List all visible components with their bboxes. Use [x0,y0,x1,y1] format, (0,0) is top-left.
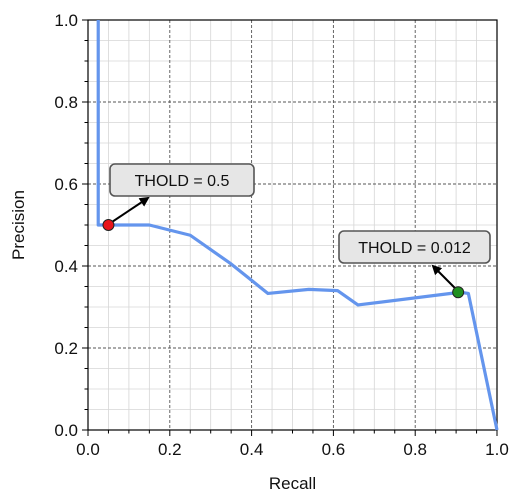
x-tick-label: 0.8 [403,440,427,459]
x-tick-label: 0.0 [76,440,100,459]
y-axis-label: Precision [9,190,28,260]
annotation-box [338,230,491,264]
x-tick-label: 0.6 [322,440,346,459]
annotation-label: THOLD = 0.012 [358,240,471,257]
y-tick-label: 1.0 [54,11,78,30]
y-tick-label: 0.6 [54,175,78,194]
annotation-arrow [109,196,150,224]
axes: 0.0 0.2 0.4 0.6 0.8 1.0 0.0 0.2 0.4 0.6 0.8 1.0 [54,11,508,459]
x-tick-label: 0.2 [158,440,182,459]
annotation-box [109,163,255,197]
threshold-point [102,219,115,231]
x-tick-label: 0.4 [240,440,264,459]
x-axis-label: Recall [269,474,316,493]
y-tick-label: 0.4 [54,257,78,276]
annotation-arrow [431,264,456,289]
y-tick-label: 0.8 [54,93,78,112]
annotations: THOLD = 0.5 THOLD = 0.012 [102,163,491,299]
threshold-point [452,286,465,299]
x-tick-label: 1.0 [485,440,509,459]
annotation-label: THOLD = 0.5 [135,173,230,190]
y-tick-label: 0.0 [54,421,78,440]
y-tick-label: 0.2 [54,339,78,358]
